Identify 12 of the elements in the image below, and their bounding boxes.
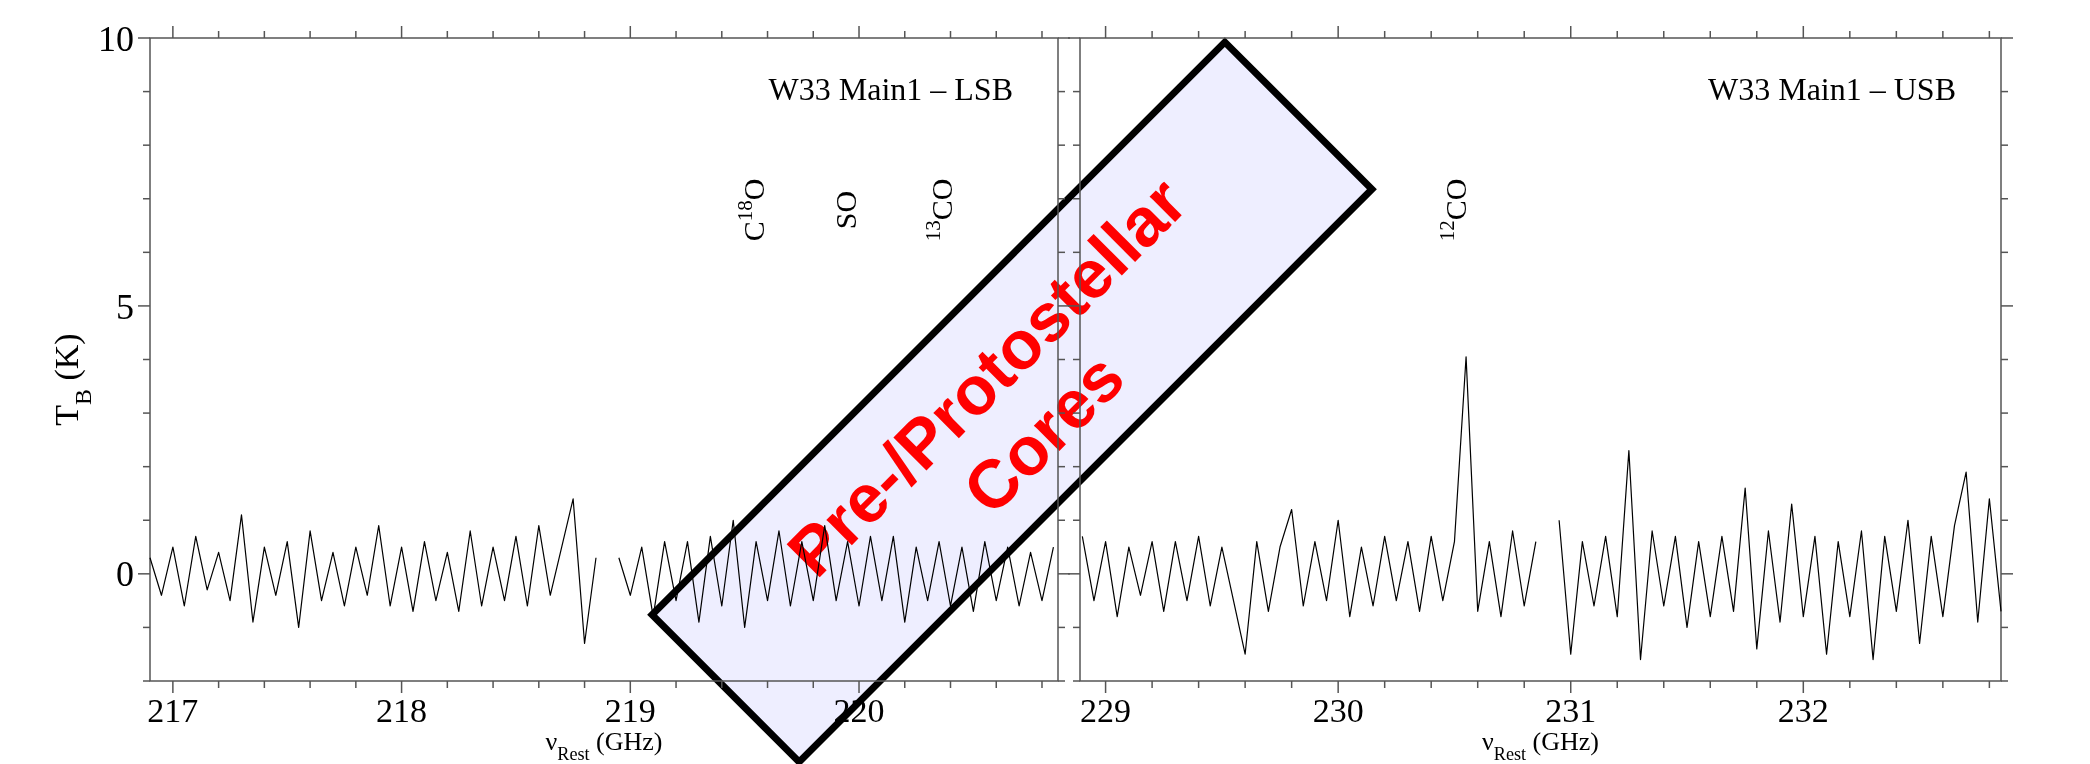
- x-tick-label: 230: [1312, 692, 1364, 729]
- x-tick-label: 231: [1545, 692, 1597, 729]
- x-axis-title: ν$_{Rest}$ (GHz): [1481, 727, 1600, 764]
- annotation: W33 Main1 – USB: [1708, 71, 1956, 107]
- y-tick-label: 5: [116, 286, 134, 327]
- x-tick-label: 218: [376, 692, 428, 729]
- annotation: W33 Main1 – LSB: [768, 71, 1013, 107]
- y-tick-label: 10: [98, 18, 134, 59]
- x-tick-label: 217: [147, 692, 199, 729]
- x-tick-label: 232: [1777, 692, 1829, 729]
- y-tick-label: 0: [116, 554, 134, 595]
- x-tick-label: 229: [1080, 692, 1132, 729]
